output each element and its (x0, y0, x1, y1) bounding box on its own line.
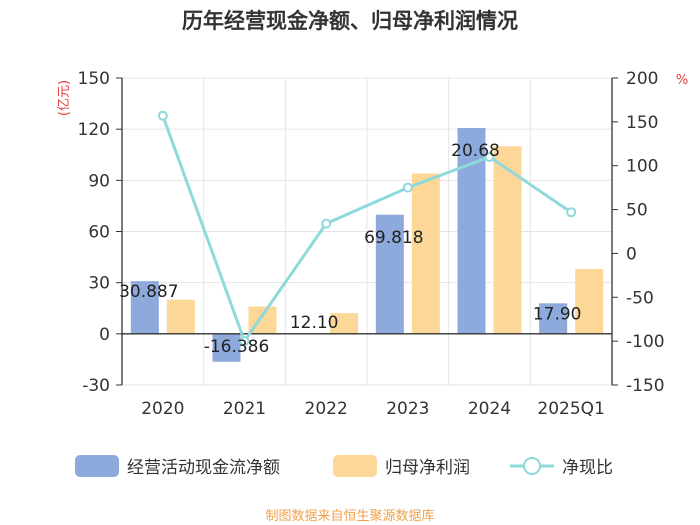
axes: -30 0 30 60 90 120 150 -150 -100 -50 0 50 100 150 200 2… (78, 69, 665, 419)
bar-operating-cashflow (375, 214, 404, 334)
legend-label[interactable]: 经营活动现金流净额 (127, 458, 280, 478)
ratio-point (157, 110, 168, 121)
bar-net-profit (575, 269, 604, 334)
ratio-point (239, 336, 250, 347)
bar-series (130, 128, 604, 362)
bar-net-profit (411, 173, 440, 334)
x-axis-tick-label: 2021 (223, 399, 266, 419)
data-label: 20.68 (451, 141, 500, 161)
data-label: 69.818 (364, 228, 423, 248)
legend-swatch[interactable] (75, 455, 119, 477)
left-axis-tick-label: 30 (88, 274, 110, 294)
ratio-point (321, 218, 332, 229)
legend-swatch[interactable] (333, 455, 377, 477)
right-axis-tick-label: -100 (626, 332, 665, 352)
x-axis-tick-label: 2023 (386, 399, 429, 419)
x-axis-tick-label: 2025Q1 (537, 399, 604, 419)
right-axis-tick-label: 100 (626, 157, 658, 177)
left-axis-tick-label: 150 (78, 69, 110, 89)
left-axis-tick-label: -30 (82, 376, 110, 396)
bar-operating-cashflow (212, 333, 241, 362)
legend-label[interactable]: 净现比 (562, 458, 613, 478)
chart-title: 历年经营现金净额、归母净利润情况 (182, 9, 518, 33)
legend-marker[interactable] (523, 457, 541, 475)
bar-net-profit (330, 313, 359, 334)
right-axis-unit-label: % (676, 73, 688, 88)
left-axis-tick-label: 90 (88, 171, 110, 191)
ratio-line-series (157, 110, 577, 347)
legend-label[interactable]: 归母净利润 (385, 458, 470, 478)
ratio-point (484, 151, 495, 162)
data-labels: 30.887 -16.386 12.10 69.818 20.68 17.90 (119, 141, 581, 357)
right-axis-tick-label: -50 (626, 288, 654, 308)
data-label: 12.10 (290, 313, 339, 333)
bar-net-profit (493, 146, 522, 334)
left-axis-unit-label: (亿元) (57, 80, 72, 116)
bar-net-profit (166, 299, 195, 334)
x-axis-tick-label: 2020 (141, 399, 184, 419)
source-note: 制图数据来自恒生聚源数据库 (265, 508, 434, 524)
left-axis-tick-label: 120 (78, 120, 110, 140)
data-label: 30.887 (119, 282, 178, 302)
x-axis-tick-label: 2024 (468, 399, 511, 419)
data-label: 17.90 (533, 304, 582, 324)
right-axis-tick-label: 0 (626, 244, 637, 264)
data-label: -16.386 (204, 337, 270, 357)
ratio-point (402, 182, 413, 193)
left-axis-tick-label: 60 (88, 223, 110, 243)
legend[interactable]: 经营活动现金流净额 归母净利润 净现比 (75, 455, 613, 478)
ratio-line (161, 115, 573, 345)
bar-operating-cashflow (539, 303, 568, 334)
left-axis-tick-label: 0 (99, 325, 110, 345)
ratio-point (566, 207, 577, 218)
x-axis-tick-label: 2022 (305, 399, 348, 419)
right-axis-tick-label: 50 (626, 201, 648, 221)
right-axis-tick-label: 200 (626, 69, 658, 89)
right-axis-tick-label: 150 (626, 113, 658, 133)
right-axis-tick-label: -150 (626, 376, 665, 396)
bar-operating-cashflow (130, 281, 159, 334)
